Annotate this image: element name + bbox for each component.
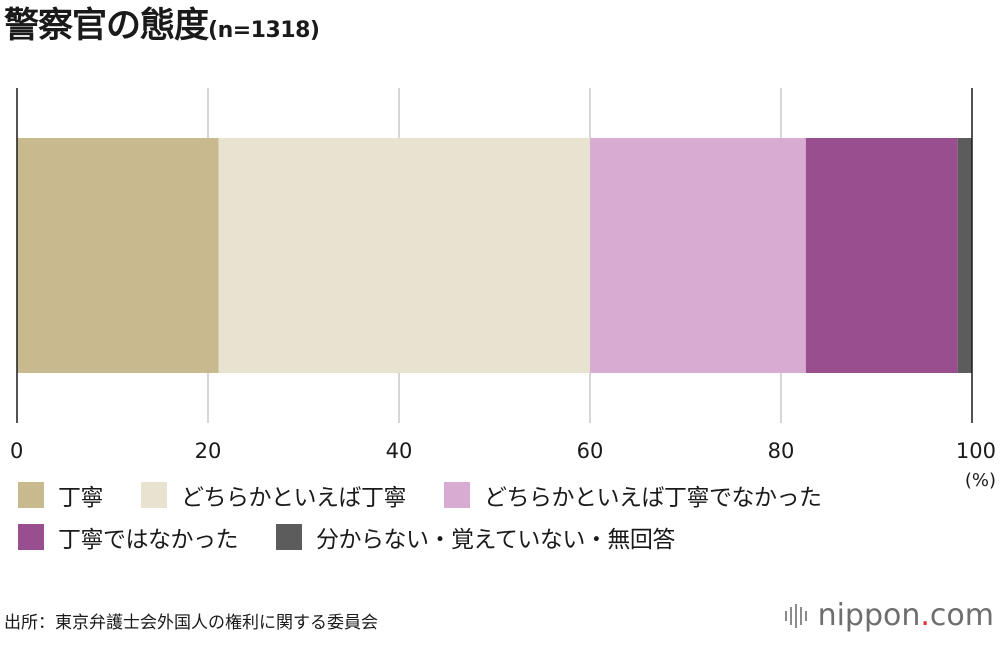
legend-label-3: 丁寧ではなかった [58,527,239,553]
legend-label-2: どちらかといえば丁寧でなかった [484,485,822,511]
legend-item-0: 丁寧 [18,478,104,512]
nippon-com-logo: nippon. com [784,598,994,633]
legend-item-2: どちらかといえば丁寧でなかった [444,478,822,512]
legend-row: 丁寧ではなかった 分からない・覚えていない・無回答 [18,516,993,558]
bar-segment-0 [17,138,219,373]
legend-row: 丁寧 どちらかといえば丁寧 どちらかといえば丁寧でなかった [18,474,993,516]
x-tick-label-0: 0 [10,439,23,463]
chart-title-main: 警察官の態度 [4,6,209,46]
legend-item-1: どちらかといえば丁寧 [141,478,407,512]
logo-text-main: nippon [817,598,921,633]
legend-swatch-0 [18,482,44,508]
logo-bars-icon [784,603,810,628]
legend-item-4: 分からない・覚えていない・無回答 [276,520,675,554]
x-tick-label-80: 80 [768,439,795,463]
x-tick-label-60: 60 [577,439,604,463]
x-tick-label-20: 20 [195,439,222,463]
x-tick-label-40: 40 [386,439,413,463]
bar-segment-4 [957,138,972,373]
legend-item-3: 丁寧ではなかった [18,520,239,554]
chart-title: 警察官の態度(n=1318) [4,2,320,50]
legend-label-0: 丁寧 [58,485,104,511]
legend-label-1: どちらかといえば丁寧 [181,485,407,511]
legend-swatch-1 [141,482,167,508]
bar-segment-3 [805,138,958,373]
chart-legend: 丁寧 どちらかといえば丁寧 どちらかといえば丁寧でなかった丁寧ではなかった 分からない… [18,474,993,558]
bar-segment-2 [590,138,806,373]
legend-label-4: 分からない・覚えていない・無回答 [316,527,675,553]
sample-size-label: (n=1318) [208,18,320,43]
x-tick-label-100: 100 [956,439,996,463]
logo-text-tail: com [929,598,994,633]
bar-segment-1 [218,138,590,373]
logo-text-dot: . [920,598,930,633]
source-note: 出所：東京弁護士会外国人の権利に関する委員会 [4,613,378,633]
legend-swatch-4 [276,524,302,550]
legend-swatch-2 [444,482,470,508]
legend-swatch-3 [18,524,44,550]
x-axis-unit-label: (%) [965,470,996,491]
